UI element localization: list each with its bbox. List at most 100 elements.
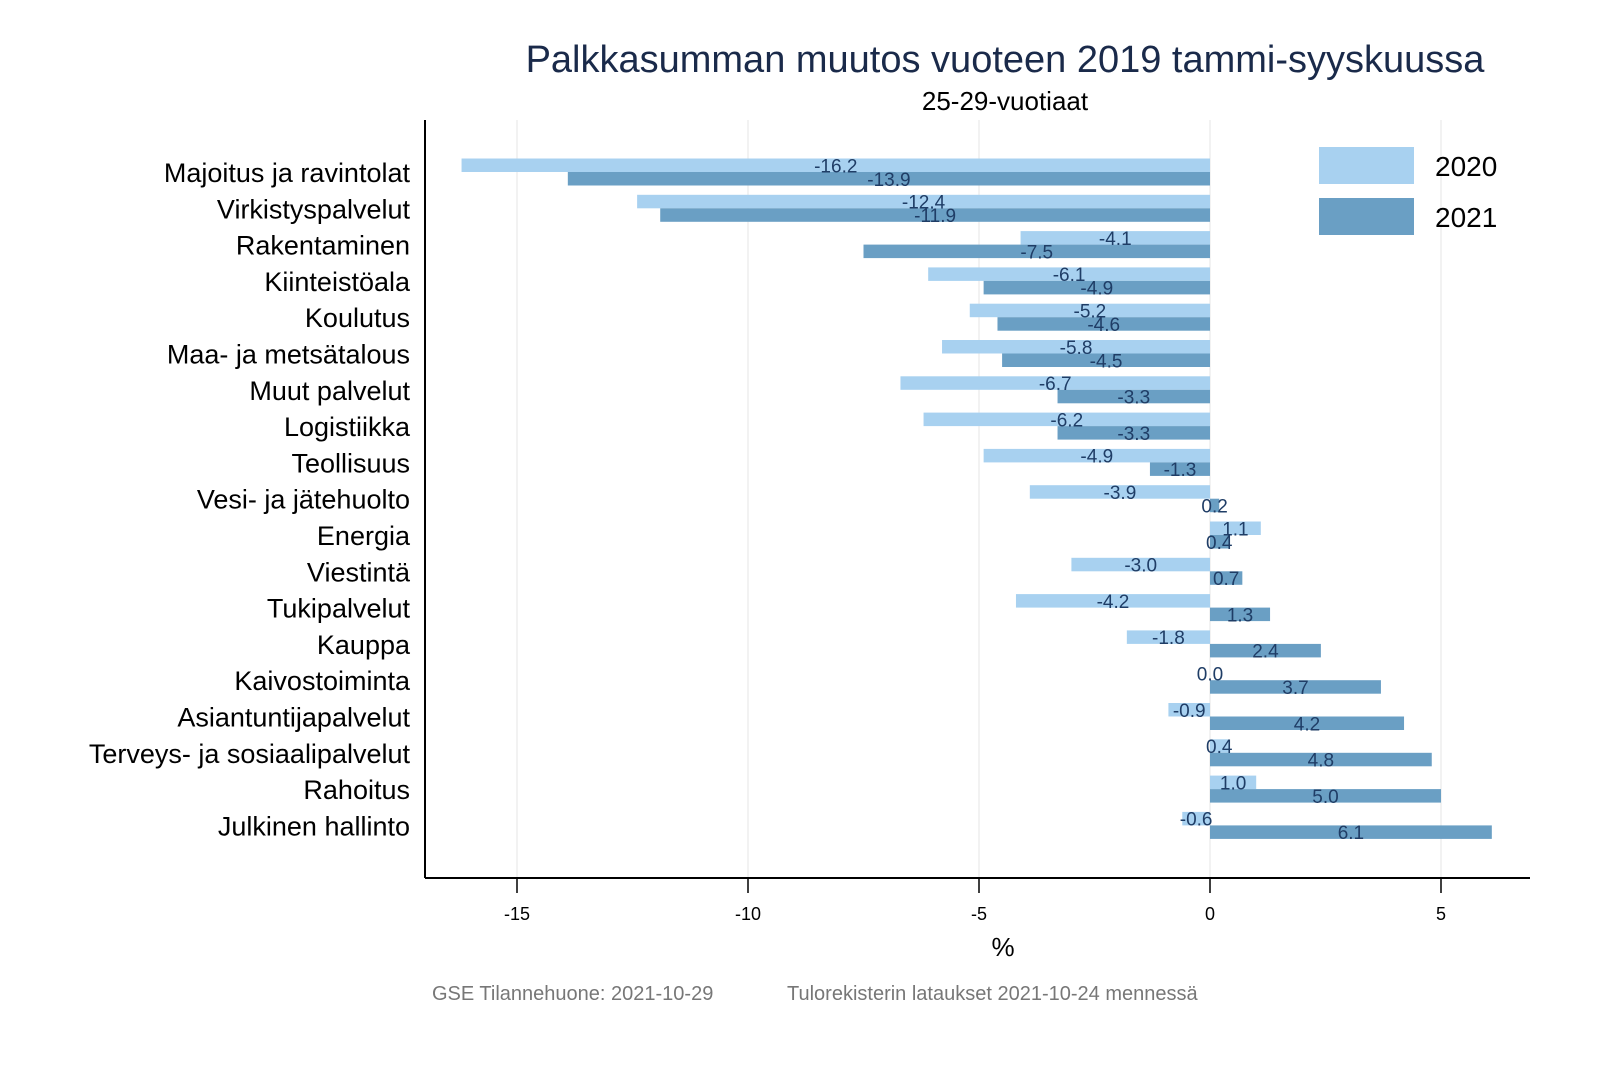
x-tick-label-3: 0 — [1205, 904, 1215, 924]
data-label-2021-8: -1.3 — [1164, 460, 1197, 481]
category-label-13: Kauppa — [317, 630, 411, 660]
category-label-14: Kaivostoiminta — [234, 666, 411, 696]
data-label-2020-9: -3.9 — [1104, 483, 1137, 504]
data-label-2020-0: -16.2 — [814, 156, 857, 177]
legend: 2020 2021 — [1319, 147, 1497, 235]
legend-swatch-2021 — [1319, 198, 1414, 235]
data-label-2020-18: -0.6 — [1180, 810, 1213, 831]
category-label-10: Energia — [317, 521, 411, 551]
bar-2021-13 — [1210, 643, 1321, 658]
category-label-2: Rakentaminen — [236, 231, 410, 261]
bar-2021-16 — [1210, 752, 1432, 767]
bar-2021-10 — [1210, 535, 1229, 549]
category-label-17: Rahoitus — [303, 775, 410, 805]
data-label-2021-9: 0.2 — [1201, 496, 1227, 517]
category-label-16: Terveys- ja sosiaalipalvelut — [89, 739, 411, 769]
bars — [461, 158, 1492, 839]
category-label-6: Muut palvelut — [249, 376, 410, 406]
data-label-2020-8: -4.9 — [1080, 447, 1113, 468]
data-label-2021-6: -3.3 — [1117, 388, 1150, 409]
bar-2021-0 — [567, 172, 1210, 186]
data-label-2020-5: -5.8 — [1060, 338, 1093, 359]
category-labels: Majoitus ja ravintolat Virkistyspalvelut R… — [89, 158, 411, 841]
bar-2021-18 — [1210, 825, 1492, 839]
bar-2020-11 — [1071, 557, 1210, 572]
bar-2021-7 — [1057, 426, 1210, 440]
data-label-2020-13: -1.8 — [1152, 628, 1185, 649]
x-axis-ticks: -15 -10 -5 0 5 — [504, 878, 1446, 924]
bar-2020-8 — [983, 448, 1210, 463]
bar-2021-12 — [1210, 607, 1271, 622]
data-label-2021-4: -4.6 — [1087, 315, 1120, 336]
bar-2021-6 — [1057, 389, 1210, 404]
bar-2020-7 — [923, 412, 1210, 427]
bar-2020-12 — [1015, 594, 1210, 608]
data-label-2021-15: 4.2 — [1294, 714, 1320, 735]
data-label-2021-11: 0.7 — [1213, 569, 1239, 590]
footer-source: GSE Tilannehuone: 2021-10-29 — [432, 983, 713, 1005]
legend-label-2020: 2020 — [1435, 151, 1497, 182]
category-label-11: Viestintä — [307, 557, 411, 587]
data-label-2020-10: 1.1 — [1222, 519, 1248, 540]
bar-2021-5 — [1002, 353, 1210, 367]
data-label-2021-13: 2.4 — [1252, 642, 1279, 663]
bar-2021-9 — [1210, 498, 1220, 513]
bar-2021-8 — [1149, 462, 1210, 476]
bar-2020-4 — [969, 303, 1210, 318]
bar-2020-9 — [1029, 485, 1210, 499]
bar-2021-4 — [997, 317, 1210, 331]
bar-2020-10 — [1210, 521, 1261, 535]
data-label-2021-3: -4.9 — [1080, 279, 1113, 300]
bar-2021-1 — [660, 208, 1210, 222]
data-label-2021-12: 1.3 — [1227, 605, 1253, 626]
data-label-2020-4: -5.2 — [1074, 301, 1107, 322]
bar-2020-13 — [1126, 630, 1210, 644]
data-label-2021-2: -7.5 — [1020, 242, 1053, 263]
bar-2020-2 — [1020, 231, 1210, 245]
chart-subtitle: 25-29-vuotiaat — [922, 86, 1089, 116]
bar-2021-17 — [1210, 789, 1441, 803]
bar-2020-5 — [942, 340, 1210, 354]
x-tick-label-1: -10 — [735, 904, 761, 924]
bar-2020-17 — [1210, 775, 1257, 790]
bar-2021-11 — [1210, 571, 1243, 585]
data-label-2020-3: -6.1 — [1053, 265, 1086, 286]
bar-2020-15 — [1168, 703, 1210, 717]
bar-2020-1 — [637, 194, 1210, 209]
bar-2021-14 — [1210, 680, 1381, 694]
data-label-2020-6: -6.7 — [1039, 374, 1072, 395]
x-tick-label-4: 5 — [1436, 904, 1446, 924]
x-tick-label-0: -15 — [504, 904, 530, 924]
bar-2020-3 — [928, 267, 1210, 281]
x-axis-title: % — [991, 932, 1014, 962]
data-label-2020-14: 0.0 — [1197, 664, 1223, 685]
legend-label-2021: 2021 — [1435, 202, 1497, 233]
category-label-9: Vesi- ja jätehuolto — [197, 485, 410, 515]
x-tick-label-2: -5 — [971, 904, 987, 924]
data-label-2020-7: -6.2 — [1050, 410, 1083, 431]
category-label-8: Teollisuus — [291, 448, 410, 478]
bar-2021-15 — [1210, 716, 1405, 730]
data-label-2020-15: -0.9 — [1173, 701, 1206, 722]
data-label-2020-16: 0.4 — [1206, 737, 1233, 758]
bar-2021-3 — [983, 280, 1210, 295]
category-label-3: Kiinteistöala — [264, 267, 411, 297]
bar-2020-16 — [1210, 739, 1229, 753]
data-label-2021-1: -11.9 — [914, 206, 956, 227]
data-label-2021-0: -13.9 — [867, 170, 910, 191]
category-label-12: Tukipalvelut — [267, 594, 411, 624]
category-label-7: Logistiikka — [284, 412, 411, 442]
data-label-2021-5: -4.5 — [1090, 351, 1123, 372]
data-label-2020-12: -4.2 — [1097, 592, 1130, 613]
category-label-4: Koulutus — [305, 303, 410, 333]
bar-2020-18 — [1182, 811, 1210, 826]
data-label-2021-7: -3.3 — [1117, 424, 1150, 445]
category-label-18: Julkinen hallinto — [218, 811, 410, 841]
chart-title: Palkkasumman muutos vuoteen 2019 tammi-s… — [526, 39, 1486, 81]
data-label-2021-10: 0.4 — [1206, 533, 1233, 554]
category-label-5: Maa- ja metsätalous — [167, 340, 410, 370]
bar-2020-6 — [900, 376, 1210, 390]
bar-2021-2 — [863, 244, 1210, 259]
data-label-2020-11: -3.0 — [1124, 556, 1157, 577]
